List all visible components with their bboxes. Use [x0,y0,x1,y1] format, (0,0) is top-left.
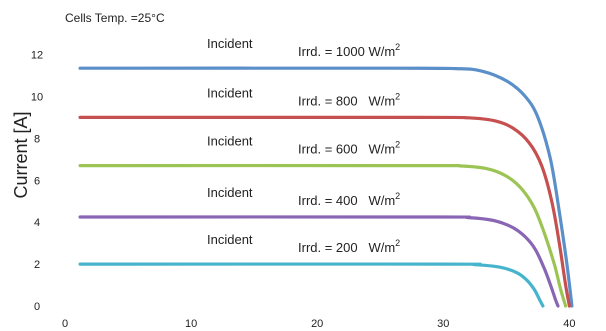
series-line [78,163,568,308]
y-tick-label: 2 [34,259,40,271]
series-label-incident: Incident [207,185,253,200]
series-line [78,115,571,308]
x-tick-label: 0 [62,318,68,330]
x-tick-label: 40 [563,318,575,330]
series-label-incident: Incident [207,134,253,149]
irradiance-value: Irrd. = 400 W/m [298,193,395,208]
series-label-irradiance: Irrd. = 800 W/m2 [298,91,400,108]
y-tick-label: 6 [34,175,40,187]
irradiance-value: Irrd. = 1000 W/m [298,44,395,59]
unit-exponent: 2 [395,238,400,248]
x-tick-label: 20 [311,318,323,330]
unit-exponent: 2 [395,191,400,201]
unit-exponent: 2 [395,140,400,150]
irradiance-value: Irrd. = 600 W/m [298,142,395,157]
series-lines [78,66,574,308]
unit-exponent: 2 [395,42,400,52]
cell-temperature-note: Cells Temp. =25°C [65,11,165,25]
series-line [78,262,545,308]
series-label-incident: Incident [207,36,253,51]
y-axis-ticks: 0 2 4 6 8 10 12 [31,50,43,313]
series-label-irradiance: Irrd. = 1000 W/m2 [298,42,400,59]
y-tick-label: 4 [34,217,40,229]
y-tick-label: 10 [31,91,43,103]
series-label-irradiance: Irrd. = 600 W/m2 [298,140,400,157]
unit-exponent: 2 [395,91,400,101]
x-tick-label: 30 [437,318,449,330]
series-label-irradiance: Irrd. = 400 W/m2 [298,191,400,208]
irradiance-value: Irrd. = 800 W/m [298,93,395,108]
x-tick-label: 10 [185,318,197,330]
series-line [78,215,560,308]
series-label-irradiance: Irrd. = 200 W/m2 [298,238,400,255]
y-tick-label: 8 [34,133,40,145]
x-axis-ticks: 0 10 20 30 40 [62,318,576,330]
y-tick-label: 0 [34,301,40,313]
series-label-incident: Incident [207,85,253,100]
series-line [78,66,574,308]
irradiance-value: Irrd. = 200 W/m [298,240,395,255]
series-label-incident: Incident [207,232,253,247]
y-axis-label: Current [A] [11,111,31,198]
y-tick-label: 12 [31,50,43,62]
